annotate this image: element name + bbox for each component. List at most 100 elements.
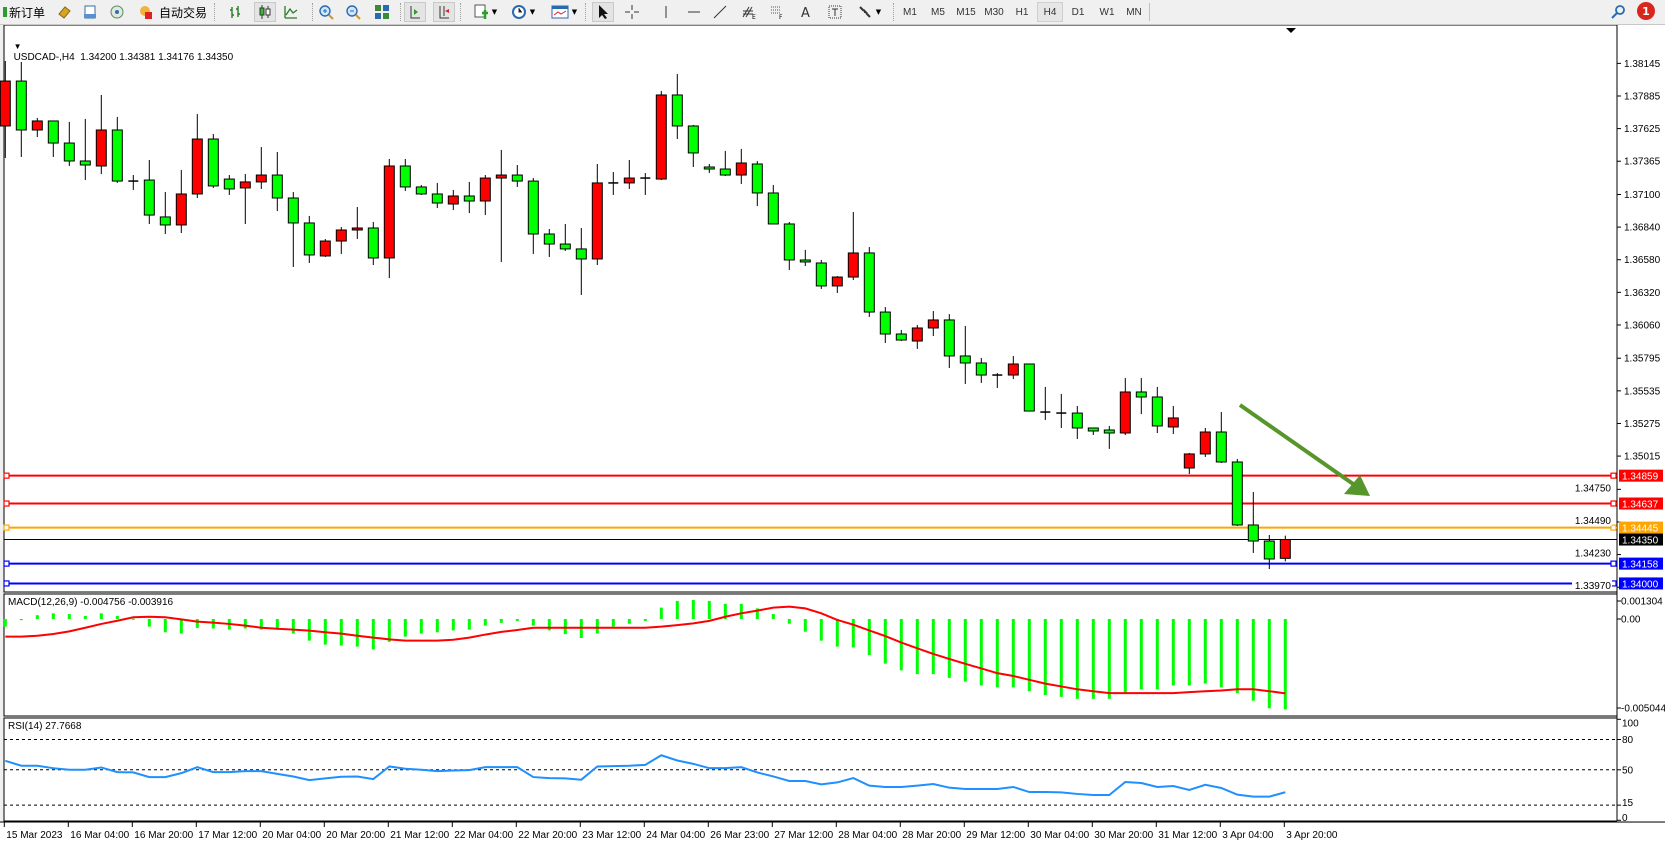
dropdown-arrow-icon: ▼ [571,8,578,16]
svg-text:F: F [779,14,783,20]
main-chart-panel[interactable] [3,24,1618,593]
data-window-button[interactable] [80,2,100,22]
arrows-button[interactable]: ▼ [852,2,886,22]
price-tick-label: 1.37625 [1624,124,1661,135]
toolbar-separator [400,3,401,21]
notification-button[interactable]: 1 [1637,2,1655,20]
macd-histogram-bar [1107,619,1111,699]
level-handle[interactable] [3,580,10,587]
macd-tick-label: -0.005044 [1621,704,1665,715]
candle-body [543,233,555,245]
candlestick-button[interactable] [254,2,276,22]
trend-arrow[interactable] [1238,403,1370,496]
timeframe-m5[interactable]: M5 [931,6,945,18]
candle [399,158,411,191]
candle-body [223,178,235,190]
macd-panel[interactable] [3,593,1618,717]
price-tick-label-bg [1572,481,1612,493]
search-button[interactable] [1608,2,1628,22]
timeframe-mn[interactable]: MN [1126,6,1142,18]
bar-chart-icon [230,6,240,18]
trendline-button[interactable] [710,2,730,22]
macd-histogram-bar [835,619,839,647]
timeframe-w1[interactable]: W1 [1099,6,1115,18]
level-handle[interactable] [1610,500,1617,507]
market-watch-button[interactable] [54,2,74,22]
auto-trading-button[interactable]: 自动交易 [157,2,209,22]
chart-shift-marker-icon[interactable] [1286,28,1296,33]
horizontal-line-button[interactable] [684,2,704,22]
templates-button[interactable]: ▼ [546,2,582,22]
price-tick-label-bg [1572,547,1612,559]
fibonacci-button[interactable]: E [739,2,759,22]
indicators-button[interactable]: ▼ [468,2,502,22]
timeframe-m30[interactable]: M30 [984,6,1004,18]
tile-windows-button[interactable] [372,2,392,22]
candle [831,276,843,293]
candle-body [1183,453,1195,469]
candle-body [879,311,891,335]
level-handle[interactable] [1610,560,1617,567]
macd-histogram-bar [1075,619,1079,699]
macd-histogram-bar [67,614,71,619]
crosshair-button[interactable] [622,2,642,22]
candle-body [1135,391,1147,398]
price-tick-label: 1.37885 [1624,91,1661,102]
macd-histogram-bar [83,615,87,619]
price-tick-label: 1.38145 [1624,59,1661,70]
candle [15,61,27,157]
candle-body [895,333,907,341]
candle-body [623,177,635,184]
cursor-button[interactable] [592,2,614,22]
autoscroll-button[interactable] [433,2,455,22]
candle [992,373,1003,388]
arrows-icon [859,6,871,18]
level-handle[interactable] [3,524,10,531]
macd-histogram-bar [243,619,247,629]
chart-shift-button[interactable] [404,2,426,22]
new-order-button[interactable]: 新订单 [2,2,46,22]
candle [975,357,987,383]
level-handle[interactable] [3,500,10,507]
candle-body [1007,363,1019,376]
candle [255,147,267,189]
candle [1151,386,1163,433]
line-chart-button[interactable] [281,2,301,22]
macd-histogram-bar [771,614,775,619]
candle [767,184,779,225]
macd-histogram-bar [963,619,967,682]
chart-menu-icon[interactable]: ▼ [13,42,22,51]
bar-chart-button[interactable] [226,2,246,22]
level-handle[interactable] [1610,472,1617,479]
timeframe-d1[interactable]: D1 [1071,6,1085,18]
rsi-tick-label: 80 [1622,735,1634,746]
level-handle[interactable] [1610,524,1617,531]
line-chart-icon [284,6,298,19]
fibonacci-fan-button[interactable]: F [767,2,787,22]
text-button[interactable]: A [796,2,816,22]
periods-button[interactable]: ▼ [506,2,540,22]
level-handle[interactable] [3,560,10,567]
candle [687,124,699,168]
candle-body [367,227,379,259]
zoom-in-button[interactable] [316,2,336,22]
price-tick-label: 1.35275 [1624,419,1661,430]
candle [927,311,939,337]
vertical-line-button[interactable] [656,2,676,22]
price-tick-label: 1.37365 [1624,157,1661,168]
time-tick-label: 30 Mar 20:00 [1094,830,1153,841]
navigator-button[interactable] [107,2,127,22]
timeframe-m15[interactable]: M15 [956,6,976,18]
auto-trading-icon-button[interactable] [136,2,156,22]
candle-body [1071,412,1083,429]
candle [1023,363,1035,412]
zoom-out-button[interactable] [343,2,363,22]
timeframe-m1[interactable]: M1 [903,6,917,18]
level-handle[interactable] [3,472,10,479]
timeframe-h4[interactable]: H4 [1037,2,1063,22]
candle [1199,427,1211,457]
timeframe-h1[interactable]: H1 [1015,6,1029,18]
text-label-button[interactable] [825,2,845,22]
macd-histogram-bar [611,619,615,627]
